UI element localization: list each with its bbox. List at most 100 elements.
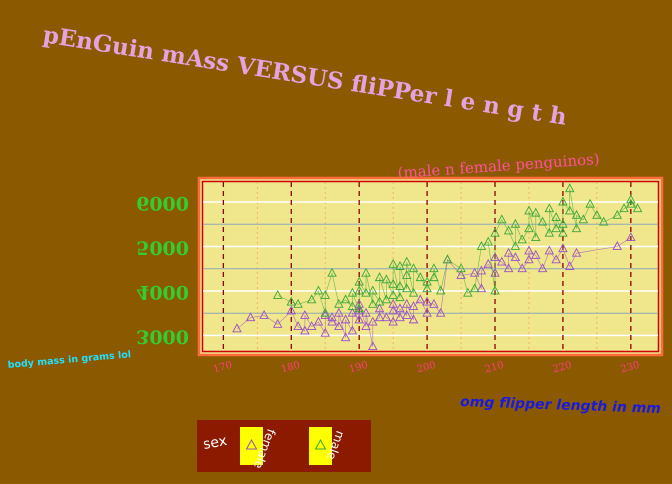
data-point-male xyxy=(401,283,412,293)
y-tick-label: 6000 xyxy=(136,192,189,214)
data-point-male xyxy=(598,216,609,226)
legend: sex female male xyxy=(197,420,371,472)
data-point-male xyxy=(429,263,439,273)
data-point-female xyxy=(354,305,364,315)
data-point-male xyxy=(368,298,378,308)
legend-title: sex xyxy=(202,433,228,453)
data-point-male xyxy=(531,207,541,217)
data-point-female xyxy=(510,252,521,262)
data-point-male xyxy=(551,223,561,233)
x-tick-label: 180 xyxy=(280,360,301,376)
data-point-male xyxy=(585,198,595,208)
data-point-male xyxy=(320,307,330,317)
data-point-female xyxy=(422,307,432,317)
data-point-male xyxy=(490,285,500,295)
data-point-male xyxy=(537,216,548,226)
data-point-male xyxy=(571,209,582,219)
data-point-female xyxy=(361,307,371,317)
data-point-male xyxy=(524,205,534,215)
data-point-female xyxy=(374,312,385,322)
data-point-female xyxy=(347,307,358,317)
plot-panel xyxy=(197,176,664,357)
data-point-female xyxy=(293,321,303,330)
data-point-male xyxy=(497,214,507,224)
data-point-female xyxy=(626,232,636,242)
data-point-male xyxy=(388,258,398,268)
data-point-female xyxy=(300,325,310,335)
data-point-male xyxy=(395,281,405,290)
data-point-female xyxy=(347,325,358,335)
legend-marker-male xyxy=(314,438,327,450)
data-point-female xyxy=(571,247,582,257)
data-point-female xyxy=(408,301,419,310)
data-point-female xyxy=(300,309,310,319)
data-point-female xyxy=(272,318,283,328)
data-point-female xyxy=(395,312,405,322)
data-point-male xyxy=(340,294,351,304)
data-point-female xyxy=(313,316,324,326)
data-point-male xyxy=(381,294,392,304)
data-point-female xyxy=(395,303,405,313)
data-point-male xyxy=(395,261,405,270)
data-point-female xyxy=(476,283,487,293)
data-point-male xyxy=(592,209,602,219)
x-tick-label: 200 xyxy=(416,360,437,376)
data-point-female xyxy=(503,247,514,257)
x-axis-label: omg flipper length in mm xyxy=(460,394,661,417)
x-tick-label: 190 xyxy=(348,360,369,376)
data-point-male xyxy=(327,267,337,277)
data-point-female xyxy=(368,341,378,351)
data-point-female xyxy=(408,314,419,324)
data-point-female xyxy=(232,323,242,333)
data-point-male xyxy=(612,209,623,219)
data-point-male xyxy=(354,303,364,313)
data-point-female xyxy=(537,263,548,273)
data-point-female xyxy=(388,305,398,315)
data-point-female xyxy=(544,245,555,255)
data-points xyxy=(232,183,643,351)
data-point-male xyxy=(442,254,453,264)
data-point-male xyxy=(564,205,575,215)
data-point-female xyxy=(503,263,514,273)
data-point-male xyxy=(272,289,283,299)
data-point-male xyxy=(368,285,378,295)
data-point-female xyxy=(381,312,392,322)
data-point-male xyxy=(395,292,405,302)
data-point-female xyxy=(558,243,568,253)
data-point-male xyxy=(435,285,446,295)
data-point-female xyxy=(612,241,623,250)
data-point-male xyxy=(347,287,358,297)
data-point-male xyxy=(510,241,521,250)
data-point-female xyxy=(286,305,297,315)
y-tick-label: 4000 xyxy=(136,281,189,303)
data-point-male xyxy=(476,241,487,250)
data-point-female xyxy=(469,267,480,277)
data-point-male xyxy=(388,289,398,299)
data-point-female xyxy=(245,312,256,322)
data-point-female xyxy=(524,245,534,255)
data-point-male xyxy=(374,296,385,306)
data-point-male xyxy=(408,263,419,273)
data-point-male xyxy=(347,301,358,310)
data-point-female xyxy=(524,254,534,264)
data-point-female xyxy=(497,256,507,266)
data-point-male xyxy=(286,296,297,306)
data-point-male xyxy=(401,269,412,279)
data-point-female xyxy=(401,298,412,308)
data-point-female xyxy=(368,316,378,326)
data-point-male xyxy=(490,227,500,237)
data-point-male xyxy=(483,236,493,246)
data-point-male xyxy=(313,285,324,295)
data-point-male xyxy=(544,203,555,213)
y-tick-label: 3000 xyxy=(136,325,189,347)
data-point-male xyxy=(408,287,419,297)
x-tick-labels: 170 180 190 200 210 220 230 xyxy=(212,360,641,376)
x-tick-label: 170 xyxy=(212,360,233,376)
data-point-male xyxy=(361,287,371,297)
data-point-male xyxy=(456,263,466,273)
data-point-male xyxy=(293,298,303,308)
data-point-male xyxy=(374,272,385,282)
data-point-male xyxy=(524,223,534,233)
data-point-female xyxy=(531,249,541,259)
data-point-female xyxy=(388,316,398,326)
